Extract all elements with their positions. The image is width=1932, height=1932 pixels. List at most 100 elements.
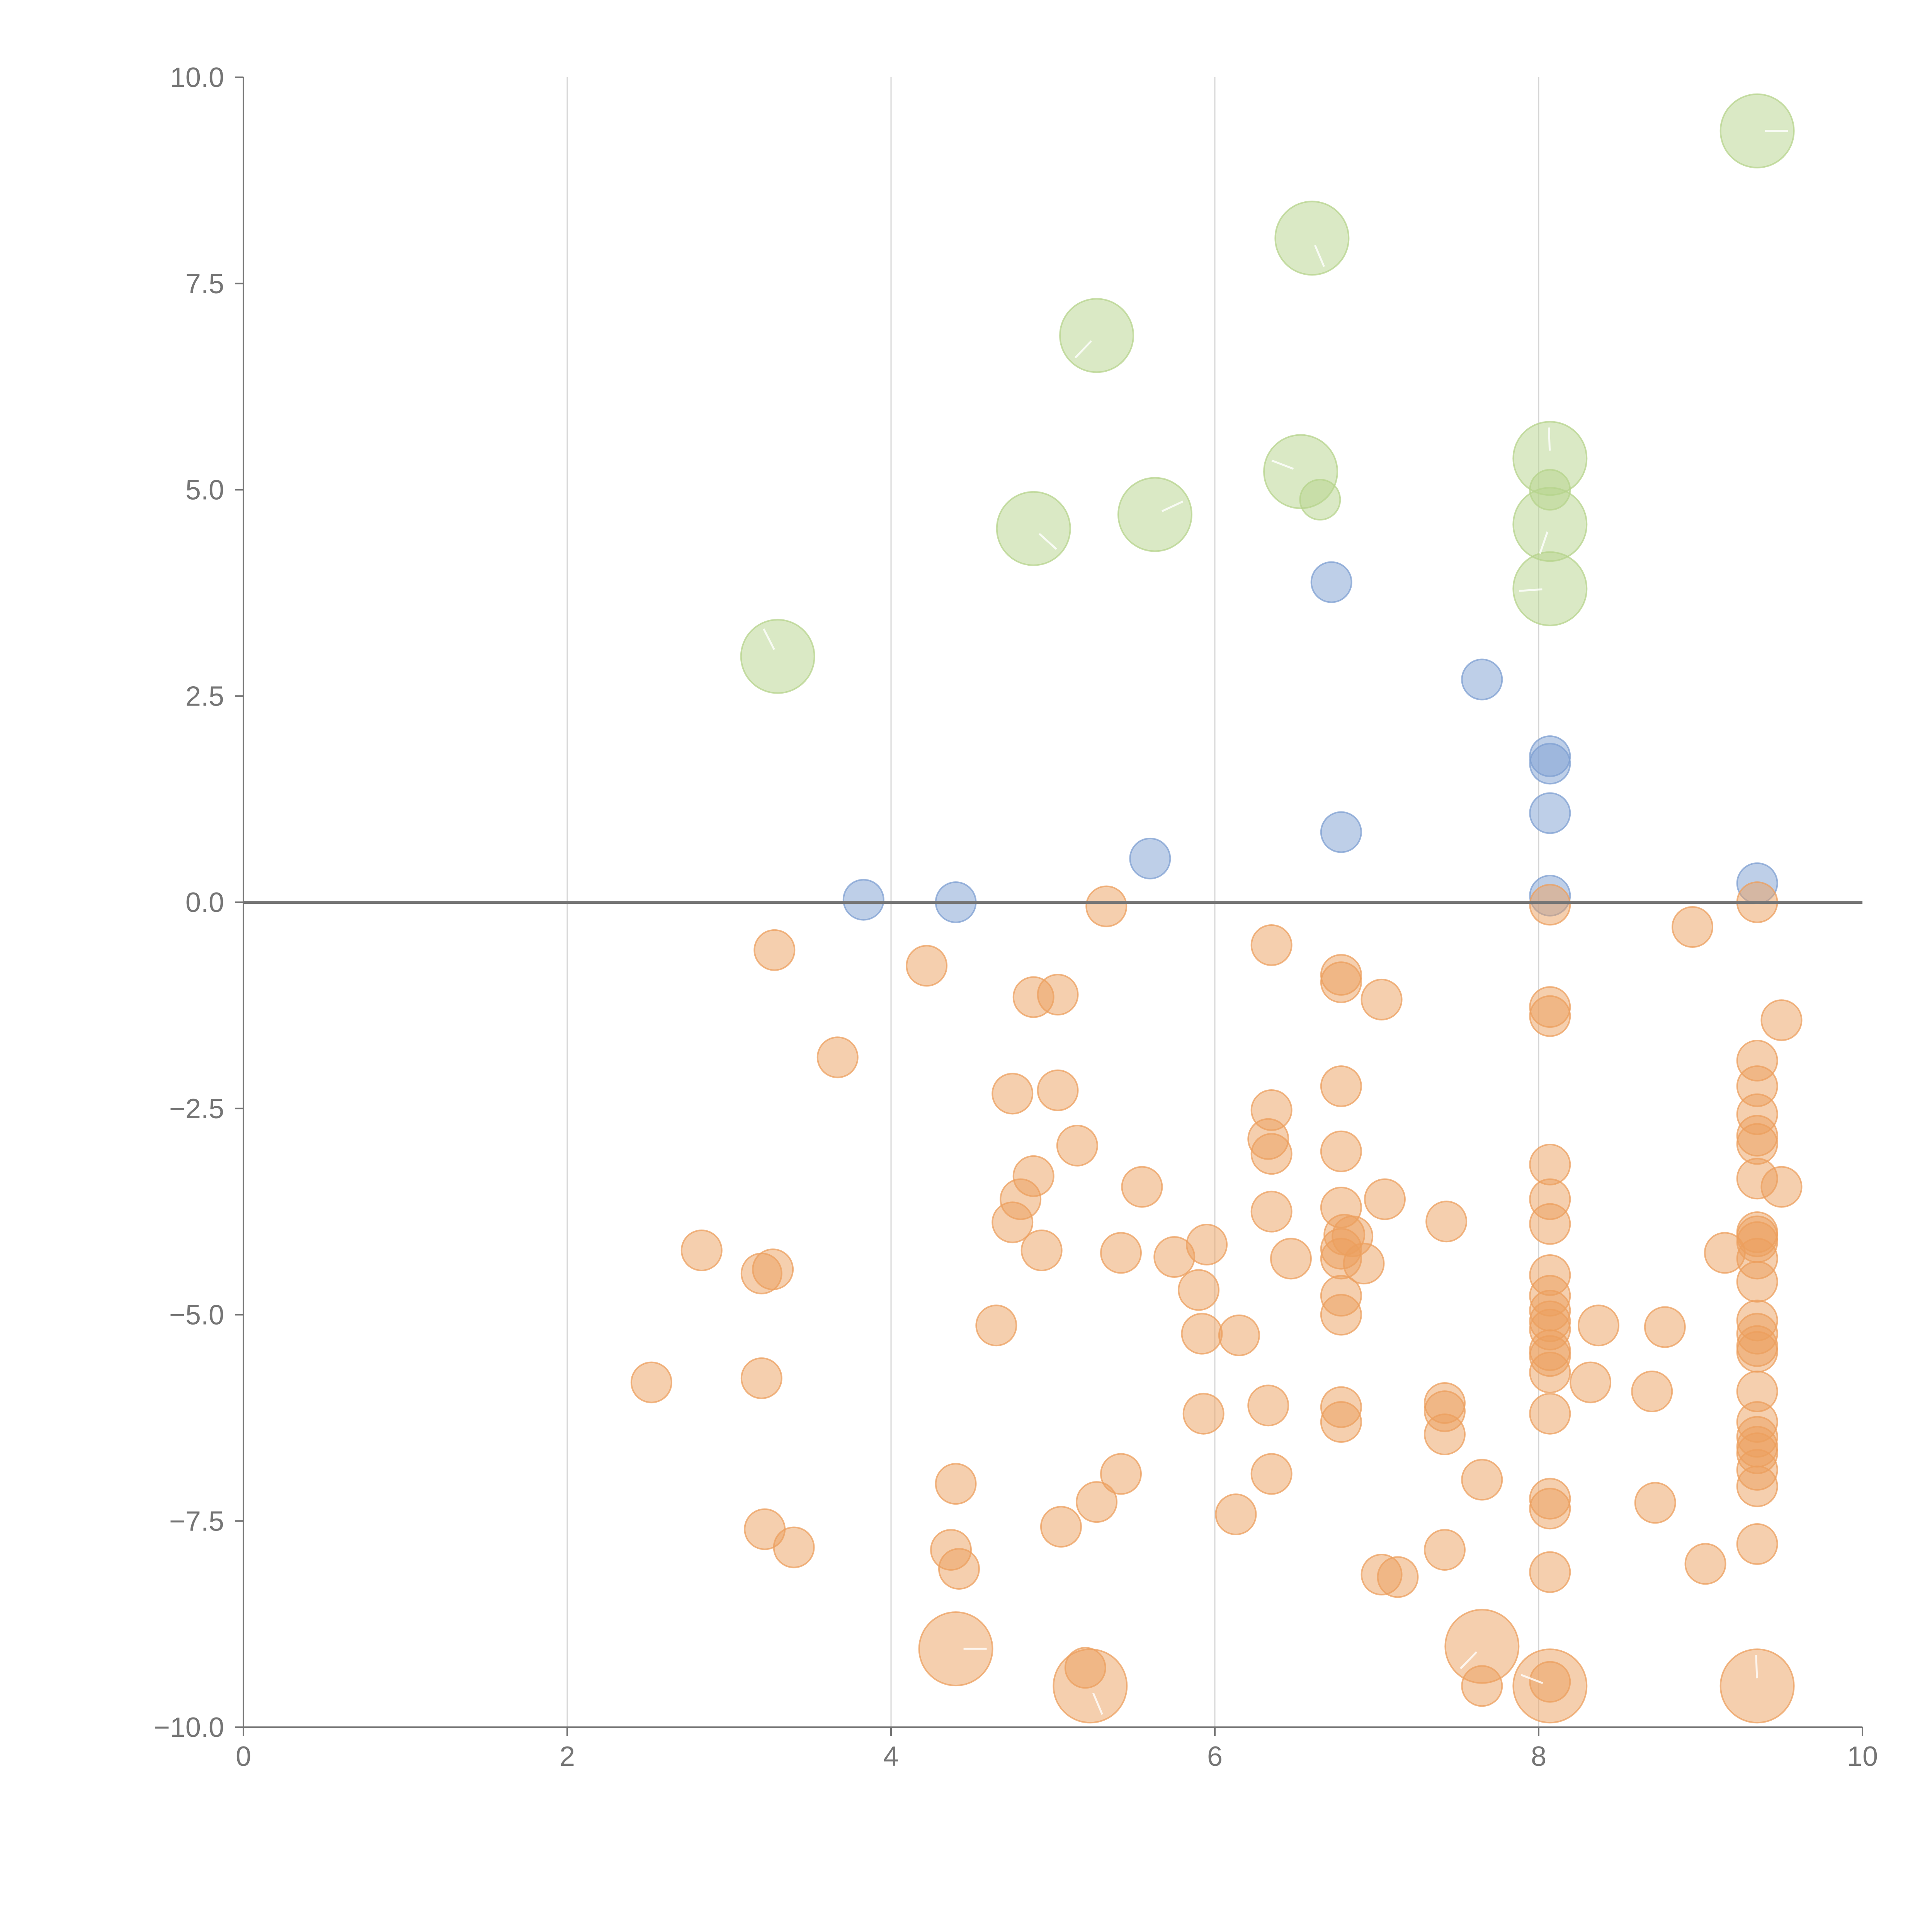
y-tick-label: 10.0 [170, 62, 224, 93]
data-point-small-negative [1040, 1506, 1082, 1548]
y-tick-label: −2.5 [169, 1094, 224, 1124]
data-point-small-negative [1085, 885, 1128, 927]
data-point-small-negative [752, 1248, 794, 1291]
data-point-small-negative [1529, 1351, 1571, 1393]
data-point-small-negative [938, 1548, 980, 1590]
data-point-large-positive [1117, 477, 1192, 552]
data-point-small-positive-blue [842, 879, 884, 921]
data-point-small-negative [1100, 1232, 1142, 1274]
data-points [630, 93, 1803, 1724]
y-tick-label: 0.0 [185, 887, 224, 918]
data-point-small-negative [1320, 1294, 1362, 1336]
data-point-small-negative [1218, 1314, 1260, 1356]
data-point-small-negative [1529, 884, 1571, 926]
data-point-small-negative [1182, 1393, 1225, 1435]
data-point-small-negative [1377, 1556, 1419, 1598]
data-point-large-negative [1444, 1609, 1520, 1684]
data-point-small-negative [935, 1463, 977, 1505]
data-point-small-positive-blue [1461, 658, 1503, 701]
data-point-small-negative [773, 1526, 815, 1568]
data-point-small-positive-blue [1529, 792, 1571, 834]
leader-line [1519, 588, 1543, 592]
y-tick-label: 5.0 [185, 475, 224, 506]
data-point-small-negative [1320, 961, 1362, 1003]
data-point-small-negative [1100, 1453, 1142, 1495]
data-point-small-negative [1343, 1243, 1385, 1285]
data-point-small-negative [1250, 924, 1293, 966]
data-point-small-negative [1181, 1313, 1223, 1355]
data-point-small-negative [680, 1229, 723, 1271]
leader-line [1539, 531, 1549, 554]
x-tick-label: 4 [883, 1741, 899, 1772]
data-point-large-negative [1053, 1648, 1128, 1724]
data-point-small-negative [1736, 1261, 1778, 1303]
data-point-small-negative [1361, 978, 1403, 1020]
data-point-small-negative [1423, 1529, 1466, 1571]
data-point-small-negative [992, 1201, 1034, 1243]
data-point-small-positive-green [1529, 469, 1571, 511]
data-point-small-negative [992, 1073, 1034, 1115]
data-point-small-positive-blue [1529, 743, 1571, 785]
data-point-small-negative [630, 1361, 672, 1403]
leader-line [1092, 1692, 1103, 1715]
data-point-small-negative [1037, 1069, 1079, 1111]
data-point-small-positive-blue [1320, 811, 1362, 853]
data-point-small-negative [816, 1036, 859, 1078]
ticks: 0 2 4 6 8 10 10.0 7.5 5.0 2.5 0.0 −2.5 −5.0 −7.5 −10.0 [154, 62, 1878, 1772]
data-point-small-negative [1736, 1465, 1778, 1507]
data-point-small-negative [740, 1357, 782, 1399]
y-tick-label: 7.5 [185, 269, 224, 299]
data-point-small-negative [1037, 974, 1079, 1016]
data-point-small-negative [1672, 906, 1714, 948]
data-point-small-negative [1529, 995, 1571, 1037]
data-point-small-negative [1461, 1459, 1503, 1501]
data-point-small-negative [1760, 999, 1803, 1041]
leader-line [1459, 1651, 1478, 1670]
data-point-small-negative [1178, 1269, 1220, 1311]
data-point-small-negative [1076, 1481, 1118, 1523]
data-point-large-negative [918, 1611, 993, 1687]
data-point-small-negative [1684, 1543, 1726, 1585]
x-tick-label: 10 [1847, 1741, 1878, 1772]
leader-line [763, 628, 775, 650]
data-point-small-negative [1570, 1361, 1612, 1403]
leader-line [1520, 1674, 1543, 1684]
x-tick-label: 0 [236, 1741, 251, 1772]
data-point-small-negative [1529, 1488, 1571, 1530]
leader-line [1074, 340, 1092, 359]
data-point-small-negative [1529, 1393, 1571, 1435]
data-point-small-negative [1631, 1371, 1673, 1413]
data-point-small-negative [906, 945, 948, 987]
data-point-small-negative [1529, 1551, 1571, 1593]
leader-line [1314, 245, 1325, 267]
data-point-small-negative [1247, 1384, 1289, 1427]
y-tick-label: −10.0 [154, 1712, 224, 1743]
data-point-small-negative [1320, 1065, 1362, 1107]
data-point-small-negative [1020, 1229, 1063, 1271]
data-point-small-negative [1364, 1178, 1406, 1220]
data-point-small-negative [1736, 1523, 1778, 1565]
data-point-small-negative [1056, 1124, 1098, 1167]
data-point-small-negative [1634, 1482, 1676, 1524]
y-tick-label: 2.5 [185, 681, 224, 712]
data-point-small-negative [1270, 1238, 1312, 1280]
leader-lines [763, 130, 1788, 1715]
data-point-large-positive [996, 491, 1071, 566]
data-point-small-positive-green [1299, 479, 1341, 521]
data-point-small-negative [1736, 1331, 1778, 1373]
x-tick-label: 8 [1531, 1741, 1546, 1772]
y-tick-label: −5.0 [169, 1300, 224, 1331]
y-tick-label: −7.5 [169, 1506, 224, 1537]
leader-line [1548, 427, 1551, 451]
data-point-small-negative [1529, 1203, 1571, 1245]
data-point-small-negative [1215, 1493, 1257, 1536]
leader-line [1271, 459, 1294, 470]
data-point-small-negative [1644, 1306, 1686, 1348]
data-point-small-negative [1121, 1166, 1163, 1208]
x-tick-label: 2 [560, 1741, 575, 1772]
data-point-small-negative [1153, 1236, 1196, 1278]
data-point-large-negative [1512, 1648, 1588, 1724]
data-point-large-negative [1719, 1648, 1795, 1724]
data-point-small-negative [1250, 1453, 1293, 1495]
leader-line [1038, 533, 1057, 550]
